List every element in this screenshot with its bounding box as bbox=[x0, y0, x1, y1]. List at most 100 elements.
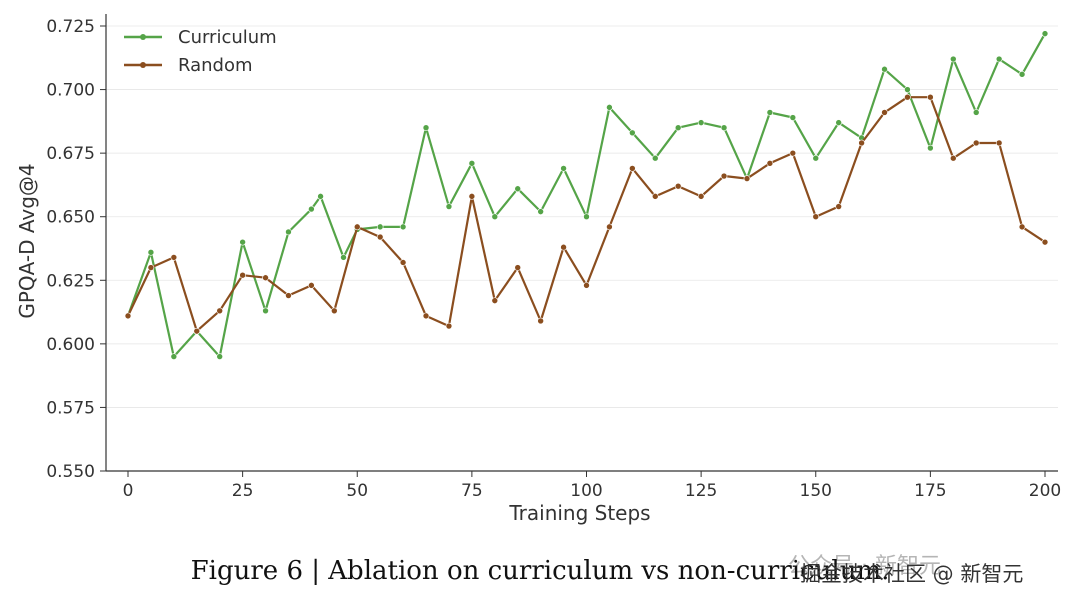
x-tick-label: 75 bbox=[461, 481, 483, 501]
data-point-random bbox=[216, 307, 223, 315]
data-point-curriculum bbox=[927, 144, 934, 152]
data-point-random bbox=[376, 233, 384, 241]
watermark-text: 公众号 · 新智元 bbox=[788, 554, 941, 579]
x-tick-label: 175 bbox=[914, 481, 946, 501]
data-point-curriculum bbox=[904, 86, 911, 93]
data-point-random bbox=[904, 93, 911, 101]
data-point-curriculum bbox=[445, 203, 453, 210]
figure-caption: Figure 6 | Ablation on curriculum vs non… bbox=[190, 556, 890, 586]
data-point-curriculum bbox=[170, 353, 178, 360]
legend: Curriculum Random bbox=[124, 27, 277, 76]
data-point-random bbox=[972, 139, 980, 147]
data-point-curriculum bbox=[995, 55, 1003, 63]
data-point-curriculum bbox=[629, 129, 636, 137]
data-point-curriculum bbox=[881, 65, 888, 73]
y-tick-label: 0.650 bbox=[46, 208, 95, 228]
data-point-random bbox=[399, 259, 407, 266]
x-ticks: 0 25 50 75 100 125 150 175 200 bbox=[123, 471, 1061, 501]
x-tick-label: 100 bbox=[570, 481, 602, 501]
data-point-random bbox=[629, 165, 636, 172]
data-point-curriculum bbox=[651, 154, 659, 162]
y-ticks: 0.550 0.575 0.600 0.625 0.650 0.675 0.700 0.725 bbox=[46, 17, 106, 482]
data-point-curriculum bbox=[514, 185, 522, 193]
data-point-curriculum bbox=[216, 353, 223, 360]
data-point-random bbox=[583, 282, 590, 289]
data-point-random bbox=[606, 223, 613, 231]
data-point-random bbox=[170, 254, 178, 261]
data-point-curriculum bbox=[239, 238, 246, 246]
data-point-random bbox=[858, 139, 865, 147]
data-point-random bbox=[262, 274, 269, 282]
y-tick-label: 0.600 bbox=[46, 335, 95, 355]
data-point-random bbox=[331, 307, 338, 315]
data-point-curriculum bbox=[491, 213, 499, 221]
data-point-curriculum bbox=[317, 193, 324, 200]
data-point-random bbox=[651, 193, 659, 200]
data-point-curriculum bbox=[1041, 30, 1049, 37]
x-tick-label: 0 bbox=[123, 481, 134, 501]
data-point-curriculum bbox=[789, 114, 797, 121]
data-point-random bbox=[468, 193, 476, 200]
legend-label-curriculum: Curriculum bbox=[178, 27, 277, 48]
y-tick-label: 0.550 bbox=[46, 462, 95, 482]
x-tick-label: 25 bbox=[232, 481, 254, 501]
data-point-curriculum bbox=[422, 124, 430, 132]
axes bbox=[105, 14, 1058, 472]
y-tick-label: 0.575 bbox=[46, 398, 95, 418]
data-point-random bbox=[560, 243, 567, 251]
data-point-random bbox=[949, 154, 957, 162]
x-tick-label: 125 bbox=[685, 481, 717, 501]
x-tick-label: 150 bbox=[800, 481, 832, 501]
line-chart: 0.550 0.575 0.600 0.625 0.650 0.675 0.700 0.725… bbox=[15, 14, 1061, 525]
data-point-curriculum bbox=[766, 109, 774, 116]
data-point-curriculum bbox=[147, 249, 155, 256]
data-point-curriculum bbox=[1018, 71, 1026, 78]
data-point-random bbox=[124, 312, 132, 320]
data-point-curriculum bbox=[583, 213, 590, 221]
data-point-random bbox=[927, 93, 934, 101]
data-point-random bbox=[239, 271, 246, 279]
legend-marker-random bbox=[140, 62, 146, 68]
data-point-curriculum bbox=[812, 154, 820, 162]
series-layer bbox=[124, 30, 1049, 360]
data-point-random bbox=[537, 317, 544, 325]
data-point-random bbox=[674, 182, 682, 190]
data-point-random bbox=[514, 264, 522, 271]
legend-label-random: Random bbox=[178, 55, 253, 76]
data-point-curriculum bbox=[835, 119, 842, 126]
data-point-random bbox=[720, 172, 728, 180]
data-point-curriculum bbox=[376, 223, 384, 231]
data-point-curriculum bbox=[537, 208, 544, 215]
data-point-random bbox=[193, 327, 201, 335]
y-tick-label: 0.675 bbox=[46, 144, 95, 164]
data-point-curriculum bbox=[262, 307, 269, 315]
legend-marker-curriculum bbox=[140, 34, 146, 40]
data-point-random bbox=[1018, 223, 1026, 231]
x-tick-label: 200 bbox=[1029, 481, 1061, 501]
data-point-curriculum bbox=[560, 165, 567, 172]
data-point-curriculum bbox=[949, 55, 957, 63]
x-tick-label: 50 bbox=[346, 481, 368, 501]
y-tick-label: 0.700 bbox=[46, 81, 95, 101]
data-point-random bbox=[743, 175, 751, 182]
data-point-random bbox=[995, 139, 1003, 147]
data-point-curriculum bbox=[285, 228, 292, 236]
y-tick-label: 0.625 bbox=[46, 271, 95, 291]
data-point-curriculum bbox=[606, 104, 613, 111]
data-point-curriculum bbox=[468, 160, 476, 167]
data-point-random bbox=[445, 322, 453, 330]
data-point-curriculum bbox=[674, 124, 682, 132]
y-axis-label: GPQA-D Avg@4 bbox=[15, 163, 39, 318]
data-point-random bbox=[697, 193, 705, 200]
watermark-subtext: 掘金技术社区 @ 新智元 bbox=[800, 562, 1024, 586]
data-point-random bbox=[147, 264, 155, 271]
data-point-random bbox=[353, 223, 361, 231]
grid-lines bbox=[106, 25, 1058, 408]
data-point-random bbox=[812, 213, 820, 221]
data-point-random bbox=[491, 297, 499, 304]
data-point-random bbox=[422, 312, 430, 320]
y-tick-label: 0.725 bbox=[46, 17, 95, 37]
data-point-curriculum bbox=[720, 124, 728, 132]
data-point-random bbox=[789, 149, 797, 157]
data-point-curriculum bbox=[972, 109, 980, 116]
